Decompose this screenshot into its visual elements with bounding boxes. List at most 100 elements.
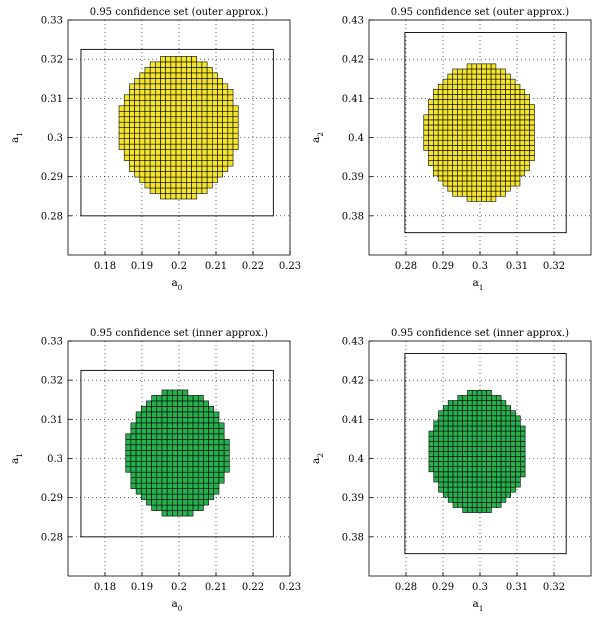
x-tick-label: 0.22 xyxy=(242,582,264,593)
paving-box xyxy=(486,451,492,457)
paving-box xyxy=(457,83,463,90)
paving-box xyxy=(227,132,234,139)
paving-box xyxy=(170,143,177,150)
paving-box xyxy=(500,430,507,437)
paving-box xyxy=(170,72,177,79)
paving-box xyxy=(437,124,444,131)
paving-box xyxy=(462,507,468,513)
paving-box xyxy=(457,456,463,462)
paving-box xyxy=(182,493,189,500)
paving-box xyxy=(491,430,497,437)
paving-box xyxy=(208,460,215,468)
paving-box xyxy=(218,444,225,451)
paving-box xyxy=(452,430,459,437)
paving-box xyxy=(481,435,487,442)
paving-box xyxy=(146,433,152,440)
paving-box xyxy=(222,83,229,90)
paving-box xyxy=(495,420,502,427)
paving-box xyxy=(466,145,473,151)
paving-box xyxy=(203,400,209,407)
paving-box xyxy=(165,99,172,107)
paving-box xyxy=(495,456,502,462)
paving-box xyxy=(476,89,482,95)
paving-box xyxy=(182,471,189,478)
paving-box xyxy=(524,124,530,131)
paving-box xyxy=(213,428,220,435)
paving-box xyxy=(505,451,512,457)
paving-box xyxy=(510,410,516,417)
paving-box xyxy=(514,89,521,95)
paving-box xyxy=(457,145,463,151)
paving-box xyxy=(481,114,487,121)
paving-box xyxy=(476,119,482,126)
paving-box xyxy=(212,127,218,134)
paving-box xyxy=(186,61,192,68)
paving-box xyxy=(505,109,511,116)
paving-box xyxy=(433,425,439,432)
paving-box xyxy=(180,143,187,150)
paving-box xyxy=(149,160,156,167)
paving-box xyxy=(505,466,512,473)
paving-box xyxy=(514,134,521,141)
paving-box xyxy=(156,433,163,440)
paving-box xyxy=(505,471,512,478)
paving-box xyxy=(466,139,473,146)
paving-box xyxy=(462,456,468,462)
x-tick-label: 0.2 xyxy=(171,261,187,272)
paving-box xyxy=(510,175,516,182)
paving-box xyxy=(428,99,434,105)
paving-box xyxy=(462,395,468,401)
paving-box xyxy=(186,143,192,150)
paving-box xyxy=(486,486,492,493)
paving-box xyxy=(135,471,142,478)
paving-box xyxy=(172,406,178,413)
paving-box xyxy=(191,193,198,200)
paving-box xyxy=(495,150,502,156)
paving-box xyxy=(476,150,482,156)
paving-box xyxy=(428,440,435,447)
paving-box xyxy=(457,435,463,442)
paving-box xyxy=(466,89,473,95)
paving-box xyxy=(433,461,439,468)
paving-box xyxy=(146,455,152,462)
paving-box xyxy=(495,190,502,197)
y-tick-label: 0.32 xyxy=(41,376,63,387)
paving-box xyxy=(466,124,473,131)
paving-box xyxy=(123,138,130,145)
paving-box xyxy=(438,486,444,493)
paving-box xyxy=(452,435,459,442)
paving-box xyxy=(467,415,473,422)
paving-box xyxy=(462,502,468,508)
paving-box xyxy=(191,110,198,118)
paving-box xyxy=(457,440,463,447)
paving-box xyxy=(186,138,192,145)
paving-box xyxy=(206,110,213,118)
paving-box xyxy=(447,415,454,422)
paving-box xyxy=(155,89,161,96)
paving-box xyxy=(437,104,444,110)
paving-box xyxy=(437,160,444,167)
paving-box xyxy=(196,116,203,123)
paving-box xyxy=(180,94,187,101)
paving-box xyxy=(510,114,516,121)
paving-box xyxy=(149,138,156,145)
paving-box xyxy=(495,109,502,116)
paving-box xyxy=(510,89,516,95)
paving-box xyxy=(139,99,146,107)
paving-box xyxy=(177,449,184,457)
paving-box xyxy=(196,89,203,96)
paving-box xyxy=(203,433,209,440)
paving-box xyxy=(166,504,173,511)
paving-box xyxy=(471,155,477,161)
paving-box xyxy=(192,493,199,500)
paving-box xyxy=(481,99,487,105)
paving-box xyxy=(134,78,141,85)
paving-box xyxy=(134,94,141,101)
paving-box xyxy=(514,104,521,110)
paving-box xyxy=(134,149,141,156)
paving-box xyxy=(467,481,473,488)
paving-box xyxy=(196,94,203,101)
paving-box xyxy=(466,165,473,172)
paving-box xyxy=(481,466,487,473)
paving-box xyxy=(505,185,511,192)
